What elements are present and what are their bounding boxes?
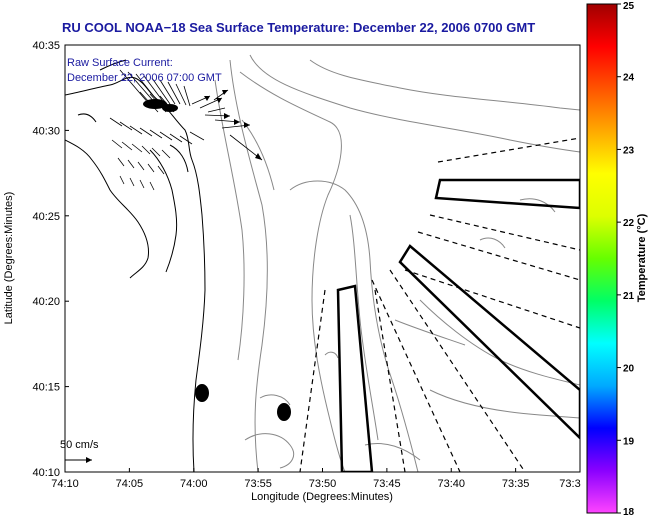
survey-box-east xyxy=(434,178,580,210)
station-marker-east xyxy=(277,403,291,421)
x-tick-label: 73:55 xyxy=(244,478,272,490)
scale-label: 50 cm/s xyxy=(60,439,99,451)
x-axis-ticks: 74:10 74:05 74:00 73:55 73:50 73:45 73:40 73:35… xyxy=(51,468,581,490)
colorbar-tick-label: 18 xyxy=(623,507,635,518)
colorbar-tick-label: 23 xyxy=(623,145,635,156)
y-axis-ticks: 40:35 40:30 40:25 40:20 40:15 40:10 xyxy=(32,40,69,479)
y-tick-label: 40:10 xyxy=(32,467,60,479)
survey-boxes xyxy=(336,178,580,472)
colorbar-tick-label: 24 xyxy=(623,73,635,84)
colorbar-tick-label: 22 xyxy=(623,218,635,229)
current-annotation-line2: December 22, 2006 07:00 GMT xyxy=(67,72,222,84)
temperature-colorbar: 25 24 23 22 21 20 19 18 Temperature (°C) xyxy=(586,1,648,518)
station-marker-west xyxy=(195,384,209,402)
coastline xyxy=(65,59,206,472)
current-arrowheads xyxy=(143,90,262,160)
colorbar-ticks: 25 24 23 22 21 20 19 18 xyxy=(617,1,635,518)
x-tick-label: 73:40 xyxy=(437,478,465,490)
colorbar-tick-label: 25 xyxy=(623,1,635,12)
map-plot-area xyxy=(65,45,580,472)
y-tick-label: 40:20 xyxy=(32,296,60,308)
y-tick-label: 40:30 xyxy=(32,125,60,137)
colorbar-tick-label: 19 xyxy=(623,436,635,447)
current-annotation-line1: Raw Surface Current: xyxy=(67,57,173,69)
y-tick-label: 40:25 xyxy=(32,211,60,223)
map-title: RU COOL NOAA−18 Sea Surface Temperature:… xyxy=(62,20,535,35)
survey-box-diagonal xyxy=(398,244,580,440)
x-tick-label: 73:35 xyxy=(502,478,530,490)
dashed-sector-lines xyxy=(299,137,580,472)
x-tick-label: 74:05 xyxy=(116,478,144,490)
colorbar-gradient xyxy=(586,3,618,514)
y-tick-label: 40:35 xyxy=(32,40,60,52)
y-tick-label: 40:15 xyxy=(32,382,60,394)
colorbar-label: Temperature (°C) xyxy=(636,213,648,302)
x-tick-label: 74:00 xyxy=(180,478,208,490)
x-tick-label: 73:45 xyxy=(373,478,401,490)
scale-arrowhead xyxy=(86,457,92,463)
x-tick-label: 73:3 xyxy=(559,478,580,490)
survey-box-south xyxy=(336,284,374,472)
colorbar-tick-label: 20 xyxy=(623,364,635,375)
colorbar-tick-label: 21 xyxy=(623,291,635,302)
x-axis-label: Longitude (Degrees:Minutes) xyxy=(251,491,393,503)
y-axis-label: Latitude (Degrees:Minutes) xyxy=(3,192,15,325)
x-tick-label: 74:10 xyxy=(51,478,79,490)
x-tick-label: 73:50 xyxy=(309,478,337,490)
